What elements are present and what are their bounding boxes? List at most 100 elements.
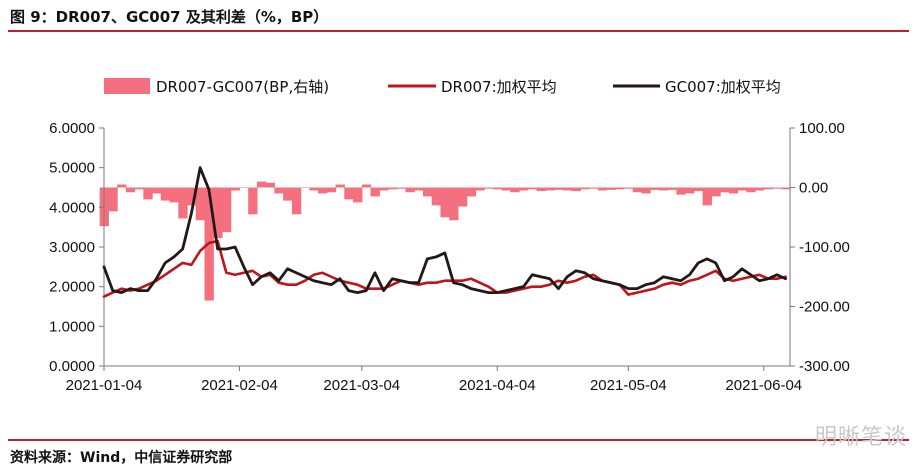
spread-bar [256,181,267,188]
spread-bar [344,187,354,200]
spread-bar [580,187,590,190]
y-right-tick-label: 0.00 [799,180,828,197]
x-tick-label: 2021-06-04 [725,377,802,394]
spread-bar [597,187,608,191]
spread-bar [274,187,284,194]
spread-bar [519,187,529,191]
spread-bar [711,187,721,197]
spread-bar [702,187,712,206]
y-left-tick-label: 4.0000 [49,199,95,216]
spread-bar [353,187,363,203]
y-left-tick-label: 2.0000 [49,279,95,296]
spread-bar [291,187,302,215]
y-left-tick-label: 1.0000 [49,318,95,335]
y-left-tick-label: 3.0000 [49,239,95,256]
spread-bar [492,187,503,190]
gc007-line [102,166,788,295]
spread-bar [125,187,136,193]
axes: 0.0000 1.0000 2.0000 3.0000 4.0000 5.0000 6.00… [49,120,850,394]
chart: DR007-GC007(BP,右轴) DR007:加权平均 GC007:加权平均… [49,78,850,394]
spread-bar [160,187,171,201]
spread-bar [501,187,511,191]
legend-label-dr007: DR007:加权平均 [441,78,557,96]
spread-bar [571,187,581,192]
spread-bar [187,187,197,206]
spread-bar [388,187,398,190]
spread-bar [405,187,415,193]
spread-bar [755,187,765,191]
spread-bar [676,187,686,195]
spread-bar [475,187,485,191]
spread-bar [685,187,695,194]
spread-bar [169,187,179,203]
spread-bar [326,187,337,193]
x-tick-label: 2021-05-04 [590,377,667,394]
spread-bar [449,187,459,221]
spread-bar [309,187,319,191]
spread-bar [239,187,249,188]
spread-bar [737,187,747,191]
y-right-tick-label: 100.00 [799,120,845,137]
spread-bar [379,187,389,191]
spread-bar [265,182,276,188]
y-right-tick-label: -300.00 [799,358,850,375]
legend-label-spread: DR007-GC007(BP,右轴) [156,78,329,96]
spread-bar [221,187,232,233]
spread-bar [108,187,118,212]
spread-bar [248,187,258,215]
x-tick-label: 2021-02-04 [201,377,278,394]
title-rule [8,30,909,32]
spread-bar [361,184,372,188]
spread-bar [623,187,634,189]
spread-bar [230,187,241,191]
y-left-tick-label: 5.0000 [49,160,95,177]
spread-bar [466,187,476,197]
spread-area-layer [99,181,791,301]
spread-bar [667,187,677,190]
spread-bar [213,187,223,239]
spread-bar [589,187,599,189]
spread-bar [484,187,494,189]
spread-bar [152,187,162,194]
legend-swatch-spread [104,78,150,94]
spread-bar [728,187,739,194]
spread-bar [510,187,520,193]
spread-bar [536,187,546,192]
watermark: 明晰笔谈 [814,425,907,450]
y-left-tick-label: 6.0000 [49,120,95,137]
spread-bar [554,187,564,190]
spread-bar [545,187,555,191]
spread-bar [641,187,651,194]
spread-bar [746,187,756,193]
spread-bar [606,187,616,190]
spread-bar [396,187,407,189]
spread-bar [763,187,774,190]
spread-bar [370,187,380,197]
spread-bar [422,187,433,197]
legend: DR007-GC007(BP,右轴) DR007:加权平均 GC007:加权平均 [104,78,781,96]
spread-bar [318,187,328,194]
spread-bar [117,184,127,188]
x-tick-label: 2021-03-04 [323,377,400,394]
spread-bar [658,187,669,191]
spread-bar [693,187,704,192]
spread-bar [650,187,660,190]
spread-bar [178,187,188,219]
spread-bar [134,187,144,190]
figure-title: 图 9：DR007、GC007 及其利差（%，BP） [10,8,329,26]
footer-rule [8,439,909,441]
source-note: 资料来源：Wind，中信证券研究部 [10,450,233,466]
y-right-tick-label: -100.00 [799,239,850,256]
spread-bar [615,187,625,190]
spread-bar [195,187,206,221]
spread-bar [335,184,345,188]
spread-bar [781,187,791,190]
x-tick-label: 2021-01-04 [66,377,143,394]
spread-bar [632,187,643,193]
spread-bar [414,187,424,191]
spread-bar [283,187,293,201]
line-layer [102,166,788,298]
y-right-tick-label: -200.00 [799,299,850,316]
y-left-tick-label: 0.0000 [49,358,95,375]
spread-bar [720,187,730,193]
